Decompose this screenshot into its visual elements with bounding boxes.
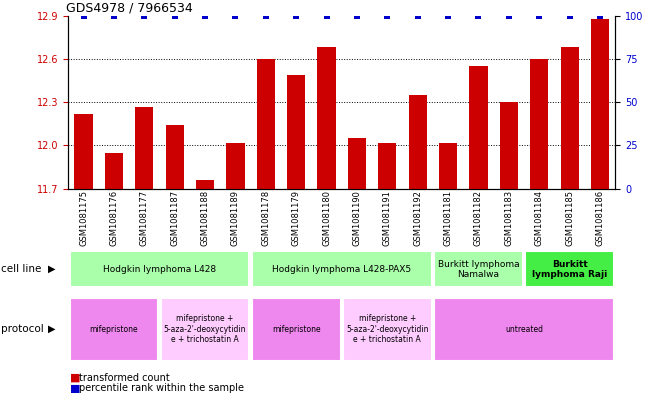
Bar (439, 143, 457, 189)
Point (473, 13, 484, 19)
Bar (227, 143, 245, 189)
Bar (161, 298, 249, 361)
Text: ▶: ▶ (48, 264, 55, 274)
Point (534, 13, 544, 19)
Point (595, 13, 605, 19)
Bar (165, 125, 184, 189)
Point (352, 13, 362, 19)
Bar (318, 48, 336, 189)
Text: Hodgkin lymphoma L428: Hodgkin lymphoma L428 (103, 265, 216, 274)
Bar (348, 138, 366, 189)
Point (169, 13, 180, 19)
Bar (378, 143, 396, 189)
Text: protocol: protocol (1, 324, 44, 334)
Text: ■: ■ (70, 383, 81, 393)
Text: ▶: ▶ (48, 324, 55, 334)
Point (78, 13, 89, 19)
Bar (561, 48, 579, 189)
Text: Burkitt
lymphoma Raji: Burkitt lymphoma Raji (532, 259, 607, 279)
Point (291, 13, 301, 19)
Point (200, 13, 210, 19)
Bar (135, 107, 154, 189)
Bar (343, 298, 432, 361)
Point (382, 13, 393, 19)
Bar (252, 298, 340, 361)
Text: ■: ■ (70, 373, 81, 383)
Text: untreated: untreated (505, 325, 543, 334)
Bar (434, 251, 523, 287)
Bar (256, 59, 275, 189)
Point (322, 13, 332, 19)
Text: Hodgkin lymphoma L428-PAX5: Hodgkin lymphoma L428-PAX5 (272, 265, 411, 274)
Point (109, 13, 119, 19)
Point (413, 13, 423, 19)
Text: mifepristone +
5-aza-2'-deoxycytidin
e + trichostatin A: mifepristone + 5-aza-2'-deoxycytidin e +… (164, 314, 246, 344)
Bar (287, 75, 305, 189)
Bar (409, 95, 427, 189)
Bar (530, 59, 548, 189)
Bar (525, 251, 614, 287)
Point (139, 13, 150, 19)
Bar (591, 18, 609, 189)
Bar (252, 251, 432, 287)
Point (230, 13, 241, 19)
Point (260, 13, 271, 19)
Text: cell line: cell line (1, 264, 42, 274)
Point (443, 13, 453, 19)
Point (564, 13, 575, 19)
Point (504, 13, 514, 19)
Bar (469, 66, 488, 189)
Bar (500, 102, 518, 189)
Text: mifepristone +
5-aza-2'-deoxycytidin
e + trichostatin A: mifepristone + 5-aza-2'-deoxycytidin e +… (346, 314, 428, 344)
Bar (105, 152, 123, 189)
Bar (196, 180, 214, 189)
Text: GDS4978 / 7966534: GDS4978 / 7966534 (66, 2, 193, 15)
Text: Burkitt lymphoma
Namalwa: Burkitt lymphoma Namalwa (437, 259, 519, 279)
Bar (70, 298, 158, 361)
Text: mifepristone: mifepristone (272, 325, 320, 334)
Bar (434, 298, 614, 361)
Bar (70, 251, 249, 287)
Bar (74, 114, 92, 189)
Text: percentile rank within the sample: percentile rank within the sample (79, 383, 244, 393)
Text: transformed count: transformed count (79, 373, 170, 383)
Text: mifepristone: mifepristone (90, 325, 138, 334)
